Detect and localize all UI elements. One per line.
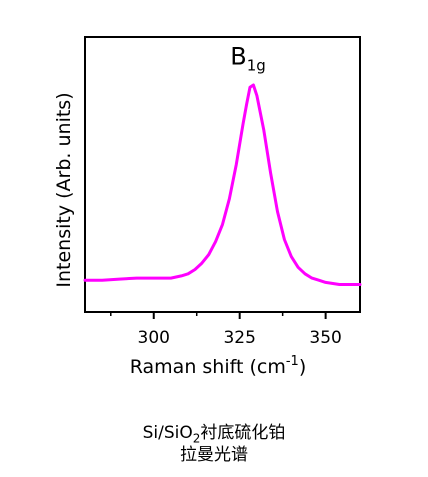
peak-annotation-sub: 1g <box>247 56 266 74</box>
x-axis-title-sup: -1 <box>286 354 299 369</box>
caption-line-1: Si/SiO2衬底硫化铂 <box>0 418 428 445</box>
caption-line-1-post: 衬底硫化铂 <box>200 423 286 443</box>
x-tick-label-325: 325 <box>223 328 255 348</box>
y-axis-title: Intensity (Arb. units) <box>53 92 75 287</box>
x-ticks: 300 325 350 <box>110 312 342 348</box>
caption-line-2: 拉曼光谱 <box>180 445 248 465</box>
x-tick-label-350: 350 <box>309 328 341 348</box>
x-tick-label-300: 300 <box>138 328 170 348</box>
x-axis-title-main: Raman shift (cm <box>130 356 286 378</box>
peak-annotation-main: B <box>230 42 246 70</box>
spectrum-line <box>83 83 362 286</box>
plot-frame <box>84 36 361 313</box>
caption-line-1-sub: 2 <box>192 431 201 446</box>
caption-line-1-pre: Si/SiO <box>142 423 193 443</box>
peak-annotation: B1g <box>230 42 266 74</box>
x-axis-title: Raman shift (cm-1) <box>130 354 306 378</box>
x-axis-title-close: ) <box>299 356 306 378</box>
